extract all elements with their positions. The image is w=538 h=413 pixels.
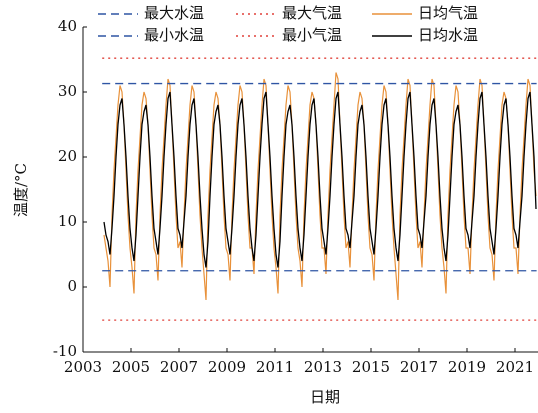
- y-tick-label: 30: [58, 82, 77, 100]
- x-tick-label: 2013: [304, 358, 342, 376]
- legend-label: 最大气温: [282, 4, 342, 22]
- x-tick-label: 2007: [160, 358, 198, 376]
- y-tick-label: 20: [58, 147, 77, 165]
- x-tick-label: 2015: [352, 358, 390, 376]
- x-tick-label: 2011: [256, 358, 294, 376]
- y-tick-label: 0: [67, 277, 77, 295]
- x-tick-label: 2017: [400, 358, 438, 376]
- x-tick-label: 2009: [208, 358, 246, 376]
- y-tick-label: 10: [58, 212, 77, 230]
- legend-label: 日均气温: [418, 4, 478, 22]
- x-axis-label: 日期: [310, 388, 340, 406]
- series-line: [103, 91, 537, 268]
- legend-label: 最小气温: [282, 26, 342, 44]
- y-axis-label: 温度/°C: [12, 163, 30, 217]
- legend-label: 最小水温: [144, 26, 204, 44]
- legend-label: 最大水温: [144, 4, 204, 22]
- x-tick-label: 2003: [64, 358, 102, 376]
- series-line: [103, 72, 537, 301]
- x-tick-label: 2019: [448, 358, 486, 376]
- y-tick-label: -10: [53, 342, 77, 360]
- legend-label: 日均水温: [418, 26, 478, 44]
- x-tick-label: 2005: [112, 358, 150, 376]
- x-tick-label: 2021: [496, 358, 534, 376]
- y-tick-label: 40: [58, 17, 77, 35]
